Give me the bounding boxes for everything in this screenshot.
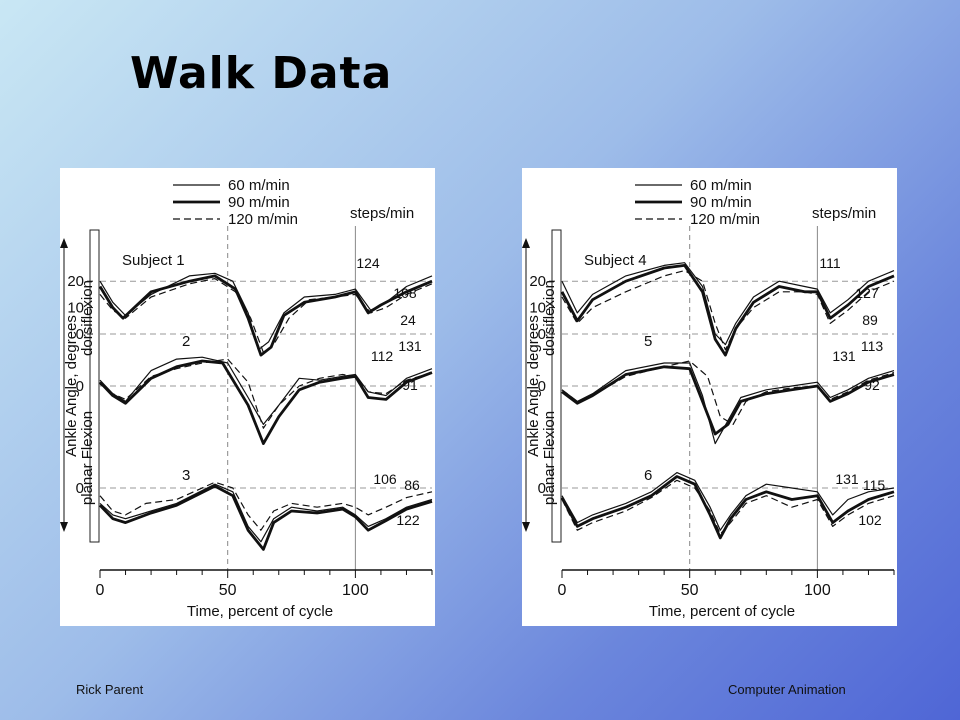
y-tick-label: 0: [538, 378, 546, 395]
y-tick-label: 10: [529, 300, 546, 317]
subject-label: 3: [182, 467, 190, 484]
footer-course: Computer Animation: [728, 682, 846, 697]
series-line-bold: [560, 264, 895, 357]
y-tick-label: 0: [538, 326, 546, 343]
legend-title-steps: steps/min: [350, 205, 414, 222]
y-tick-label: 10: [67, 300, 84, 317]
steps-per-min-label: 131: [835, 471, 859, 487]
chart-panel-left: 60 m/min 90 m/min 120 m/min steps/min Ankle …: [60, 168, 435, 626]
steps-per-min-label: 122: [396, 512, 420, 528]
y-axis-arrow-up: [60, 238, 68, 248]
subject-label: Subject 1: [122, 252, 185, 269]
series-line-bold: [561, 365, 895, 436]
steps-per-min-label: 111: [819, 255, 840, 271]
series-line-dashed: [561, 479, 895, 535]
legend-title-steps: steps/min: [812, 205, 876, 222]
series-line-bold: [98, 484, 433, 551]
y-axis-bar: [551, 229, 562, 543]
y-axis-arrow-up: [522, 238, 530, 248]
steps-per-min-label: 113: [861, 338, 884, 354]
series-line-solid: [561, 472, 895, 531]
x-tick-label: 50: [219, 582, 237, 599]
y-axis-label-outer: Ankle Angle, degrees: [525, 315, 542, 457]
y-tick-label: 0: [538, 480, 546, 497]
x-axis-label: Time, percent of cycle: [649, 603, 795, 620]
subject-label: 5: [644, 333, 652, 350]
steps-per-min-label: 102: [858, 512, 882, 528]
x-tick-label: 0: [96, 582, 105, 599]
series-line-dashed: [99, 278, 433, 354]
footer-author: Rick Parent: [76, 682, 144, 697]
steps-per-min-label: 91: [402, 377, 418, 393]
steps-per-min-label: 124: [356, 255, 380, 271]
y-axis-label-up: dorsiflexion: [541, 280, 558, 356]
series-line-solid: [99, 356, 433, 425]
legend-label: 120 m/min: [690, 211, 760, 228]
steps-per-min-label: 92: [864, 377, 880, 393]
series-line-solid: [99, 272, 433, 351]
series-line-dashed: [99, 358, 433, 429]
y-tick-label: 0: [76, 480, 84, 497]
series-line-solid: [561, 362, 895, 445]
x-tick-label: 100: [342, 582, 369, 599]
legend-label: 90 m/min: [690, 194, 752, 211]
legend-label: 120 m/min: [228, 211, 298, 228]
y-axis-label-outer: Ankle Angle, degrees: [63, 315, 80, 457]
steps-per-min-label: 108: [393, 285, 417, 301]
subject-label: 6: [644, 467, 652, 484]
y-axis-label-down: planar Flexion: [79, 411, 96, 505]
y-tick-label: 20: [67, 273, 84, 290]
x-tick-label: 100: [804, 582, 831, 599]
series-line-solid: [99, 483, 433, 543]
series-line-dashed: [99, 481, 433, 531]
y-tick-label: 20: [529, 273, 546, 290]
steps-per-min-label: 112: [371, 348, 394, 364]
steps-per-min-label: 131: [398, 338, 422, 354]
series-line-dashed: [561, 270, 895, 351]
chart-panel-right: 60 m/min 90 m/min 120 m/min steps/min Ankle …: [522, 168, 897, 626]
slide-title: Walk Data: [130, 48, 393, 99]
y-axis-arrow-down: [60, 522, 68, 532]
y-tick-label: 0: [76, 326, 84, 343]
subject-label: 2: [182, 333, 190, 350]
steps-per-min-label: 24: [400, 312, 416, 328]
x-axis-label: Time, percent of cycle: [187, 603, 333, 620]
y-axis-label-down: planar Flexion: [541, 411, 558, 505]
steps-per-min-label: 106: [373, 471, 397, 487]
x-tick-label: 50: [681, 582, 699, 599]
steps-per-min-label: 89: [862, 312, 878, 328]
x-tick-label: 0: [558, 582, 567, 599]
series-line-dashed: [561, 360, 895, 425]
steps-per-min-label: 131: [832, 348, 856, 364]
legend-label: 60 m/min: [690, 177, 752, 194]
y-axis-label-up: dorsiflexion: [79, 280, 96, 356]
steps-per-min-label: 127: [855, 285, 879, 301]
y-axis-arrow-down: [522, 522, 530, 532]
steps-per-min-label: 115: [863, 477, 886, 493]
steps-per-min-label: 86: [404, 477, 420, 493]
y-tick-label: 0: [76, 378, 84, 395]
subject-label: Subject 4: [584, 252, 647, 269]
series-line-solid: [561, 262, 895, 346]
y-axis-bar: [89, 229, 100, 543]
legend-label: 60 m/min: [228, 177, 290, 194]
series-line-bold: [98, 359, 433, 445]
legend-label: 90 m/min: [228, 194, 290, 211]
